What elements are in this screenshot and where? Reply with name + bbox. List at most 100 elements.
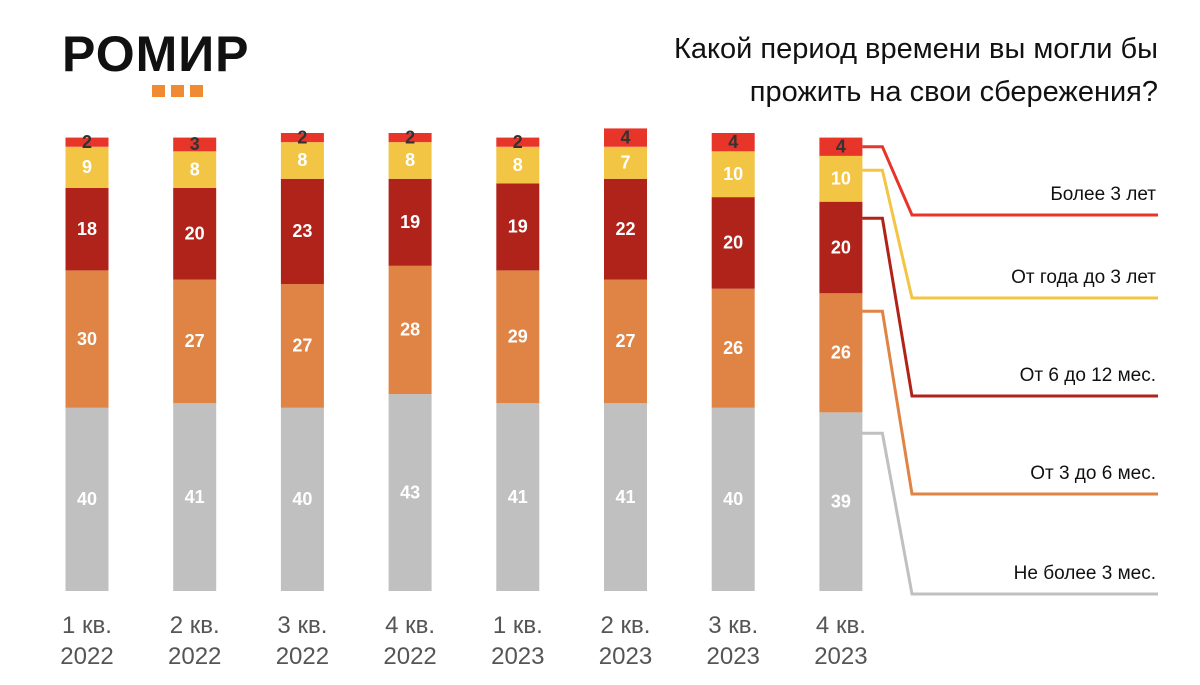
value-label: 22: [615, 219, 635, 239]
value-label: 41: [185, 487, 205, 507]
bar-segment: [604, 146, 647, 179]
bar-segment: [388, 142, 432, 179]
bar-segment: [711, 288, 755, 408]
value-label: 2: [297, 127, 307, 147]
value-label: 20: [831, 237, 851, 257]
bar-segment: [280, 407, 324, 591]
value-label: 4: [728, 132, 738, 152]
value-label: 10: [831, 169, 851, 189]
value-label: 40: [292, 489, 312, 509]
bar-segment: [173, 151, 217, 188]
value-label: 3: [190, 134, 200, 154]
chart-title: Какой период времени вы могли бы прожить …: [674, 33, 1158, 108]
value-label: 26: [831, 343, 851, 363]
bar-segment: [280, 178, 324, 285]
value-label: 20: [723, 233, 743, 253]
x-tick-label: 1 кв. 2023: [491, 612, 544, 670]
x-tick-label: 4 кв. 2022: [383, 612, 436, 670]
bar-segment: [388, 133, 432, 143]
value-label: 19: [508, 217, 528, 237]
bar-segment: [173, 137, 217, 152]
bar-segment: [604, 128, 647, 147]
bar-segment: [604, 178, 647, 280]
bar-segment: [496, 137, 540, 147]
bar-segment: [711, 197, 755, 289]
bar-segment: [711, 407, 755, 591]
logo: РОМИР: [62, 26, 250, 82]
value-label: 39: [831, 491, 851, 511]
legend-label: Не более 3 мес.: [1014, 563, 1156, 584]
value-label: 19: [400, 212, 420, 232]
bar-segment: [388, 265, 432, 395]
bar-segment: [173, 403, 217, 591]
legend-label: От 3 до 6 мес.: [1030, 463, 1156, 484]
value-label: 10: [723, 164, 743, 184]
value-label: 40: [723, 489, 743, 509]
logo-square: [190, 85, 203, 97]
bar-segment: [496, 146, 540, 184]
x-tick-label: 1 кв. 2022: [60, 612, 113, 670]
value-label: 40: [77, 489, 97, 509]
x-tick-label: 3 кв. 2023: [707, 612, 760, 670]
bar-segment: [280, 142, 324, 179]
legend-connector: [862, 145, 1158, 217]
value-label: 29: [508, 327, 528, 347]
bar-segment: [496, 403, 540, 591]
legend-connector: [862, 309, 1158, 496]
bar-segment: [65, 137, 109, 147]
value-label: 28: [400, 320, 420, 340]
bar-segment: [280, 284, 324, 408]
x-tick-label: 3 кв. 2022: [276, 612, 329, 670]
value-label: 7: [620, 153, 630, 173]
value-label: 2: [405, 127, 415, 147]
value-label: 20: [185, 224, 205, 244]
legend-connector: [862, 431, 1158, 596]
value-label: 8: [405, 150, 415, 170]
legend-connector: [862, 168, 1158, 300]
value-label: 4: [836, 136, 846, 156]
bar-segment: [388, 178, 432, 266]
bar-segment: [819, 201, 863, 294]
bar-segment: [496, 183, 540, 271]
bar-segment: [711, 133, 755, 152]
value-label: 2: [82, 132, 92, 152]
value-label: 2: [513, 132, 523, 152]
bar-segment: [819, 155, 863, 202]
bar-segment: [388, 394, 432, 591]
x-tick-label: 2 кв. 2023: [599, 612, 652, 670]
bar-segment: [819, 137, 863, 156]
value-label: 9: [82, 157, 92, 177]
value-label: 23: [292, 221, 312, 241]
bar-segment: [65, 187, 109, 271]
value-label: 27: [615, 331, 635, 351]
bar-segment: [604, 403, 647, 591]
bar-segment: [65, 270, 109, 408]
bar-segment: [819, 293, 863, 413]
value-label: 18: [77, 219, 97, 239]
value-label: 41: [615, 487, 635, 507]
value-label: 41: [508, 487, 528, 507]
bar-segment: [173, 187, 217, 280]
value-label: 43: [400, 482, 420, 502]
legend-connector: [862, 216, 1158, 398]
bar-segment: [819, 412, 863, 591]
logo-square: [171, 85, 184, 97]
bar-segment: [604, 279, 647, 404]
legend-label: Более 3 лет: [1050, 184, 1156, 205]
value-label: 27: [185, 331, 205, 351]
value-label: 30: [77, 329, 97, 349]
bar-segment: [280, 133, 324, 143]
legend-label: От 6 до 12 мес.: [1020, 365, 1156, 386]
x-tick-label: 4 кв. 2023: [814, 612, 867, 670]
value-label: 8: [513, 155, 523, 175]
x-tick-label: 2 кв. 2022: [168, 612, 221, 670]
bar-segment: [65, 407, 109, 591]
legend-label: От года до 3 лет: [1011, 267, 1156, 288]
logo-square: [152, 85, 165, 97]
value-label: 8: [190, 159, 200, 179]
bar-segment: [711, 151, 755, 198]
value-label: 27: [292, 336, 312, 356]
value-label: 26: [723, 338, 743, 358]
bar-segment: [173, 279, 217, 404]
